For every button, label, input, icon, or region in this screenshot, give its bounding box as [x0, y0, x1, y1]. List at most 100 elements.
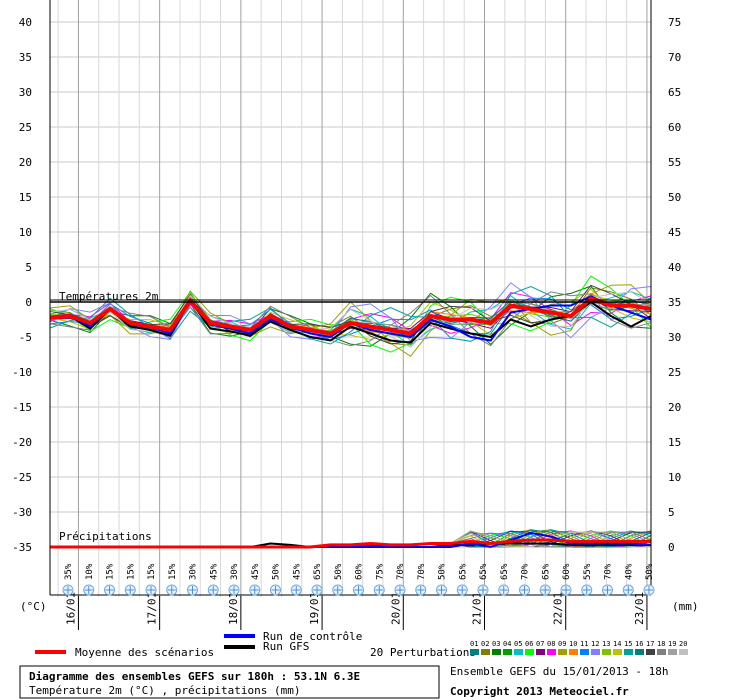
- snow-probability-label: 45%: [209, 563, 219, 580]
- y-tick-left: -25: [12, 471, 32, 484]
- snow-probability-label: 15%: [168, 563, 178, 580]
- perturbation-number: 05: [514, 640, 522, 648]
- snow-cell: 10%: [83, 563, 95, 596]
- perturbation-swatch: [481, 649, 490, 655]
- snow-cell: 15%: [166, 563, 178, 596]
- y-tick-right: 75: [668, 16, 681, 29]
- snow-probability-label: 55%: [583, 563, 593, 580]
- mean-precip-line: [50, 538, 651, 549]
- snow-cell: 70%: [415, 563, 427, 596]
- snow-probability-label: 70%: [521, 563, 531, 580]
- snow-cell: 30%: [228, 563, 240, 596]
- y-tick-right: 40: [668, 261, 681, 274]
- y-tick-right: 15: [668, 436, 681, 449]
- y-tick-right: 65: [668, 86, 681, 99]
- legend-control-label: Run de contrôle: [263, 630, 362, 643]
- temp-section-label: Températures 2m: [59, 290, 159, 303]
- date-label: 20/01: [389, 592, 402, 625]
- title-box: [19, 665, 440, 699]
- snow-cell: 65%: [539, 563, 551, 596]
- y-tick-left: 25: [19, 121, 32, 134]
- snow-probability-label: 60%: [355, 563, 365, 580]
- perturbation-swatch: [536, 649, 545, 655]
- snow-cell: 30%: [187, 563, 199, 596]
- y-tick-left: 15: [19, 191, 32, 204]
- snow-probability-label: 60%: [562, 563, 572, 580]
- date-label: 22/01: [552, 592, 565, 625]
- perturbation-swatch: [591, 649, 600, 655]
- snow-probability-label: 70%: [604, 563, 614, 580]
- perturbation-number: 07: [536, 640, 544, 648]
- y-tick-right: 70: [668, 51, 681, 64]
- perturbation-swatch: [679, 649, 688, 655]
- snow-cell: 50%: [332, 563, 344, 596]
- perturbation-number: 09: [558, 640, 566, 648]
- perturbation-number: 15: [624, 640, 632, 648]
- snow-probability-label: 70%: [417, 563, 427, 580]
- y-tick-left: -20: [12, 436, 32, 449]
- perturbation-swatch: [580, 649, 589, 655]
- y-tick-left: 10: [19, 226, 32, 239]
- snow-cell: 40%: [622, 563, 634, 596]
- y-tick-left: 0: [25, 296, 32, 309]
- snow-cell: 45%: [249, 563, 261, 596]
- perturbation-number: 02: [481, 640, 489, 648]
- perturbation-swatch: [492, 649, 501, 655]
- perturbation-number: 14: [613, 640, 621, 648]
- snow-probability-label: 50%: [334, 563, 344, 580]
- snow-cell: 50%: [270, 563, 282, 596]
- date-label: 17/01: [146, 592, 159, 625]
- perturbation-number: 16: [635, 640, 643, 648]
- date-label: 21/01: [471, 592, 484, 625]
- snow-cell: 50%: [643, 563, 655, 596]
- snow-probability-label: 70%: [396, 563, 406, 580]
- perturbation-line: [49, 285, 652, 347]
- chart-axes: [49, 0, 652, 596]
- legend-gfs-label: Run GFS: [263, 640, 309, 653]
- snow-cell: 65%: [498, 563, 510, 596]
- snow-cell: 35%: [62, 563, 74, 596]
- y-tick-left: -15: [12, 401, 32, 414]
- perturbation-number: 20: [679, 640, 687, 648]
- perturbation-color-legend: 01 02 03 04 05 06 07 08 09 10 11 12 13 14 15 16 17 18 19 20: [470, 640, 688, 655]
- main-series-lines: [49, 295, 652, 549]
- perturbation-number: 06: [525, 640, 533, 648]
- perturbation-number: 10: [569, 640, 577, 648]
- y-tick-left: 5: [25, 261, 32, 274]
- snow-probability-label: 45%: [292, 563, 302, 580]
- perturbation-number: 13: [602, 640, 610, 648]
- y-tick-right: 55: [668, 156, 681, 169]
- y-axis-unit-right: (mm): [672, 600, 699, 613]
- perturbation-swatch: [635, 649, 644, 655]
- y-tick-left: 40: [19, 16, 32, 29]
- snow-probability-label: 65%: [458, 563, 468, 580]
- perturbation-swatch: [558, 649, 567, 655]
- gfs-temp-line: [49, 298, 652, 344]
- snow-probability-row: 35% 10% 15% 15% 15% 15% 30% 45% 30% 45% 50% 45% 65% 5…: [62, 563, 655, 596]
- perturbation-number: 17: [646, 640, 654, 648]
- date-label: 23/01: [633, 592, 646, 625]
- snow-probability-label: 65%: [500, 563, 510, 580]
- snow-cell: 50%: [436, 563, 448, 596]
- snow-probability-label: 50%: [645, 563, 655, 580]
- y-tick-left: -5: [19, 331, 32, 344]
- date-label: 18/01: [227, 592, 240, 625]
- y-tick-right: 35: [668, 296, 681, 309]
- perturbation-swatch: [514, 649, 523, 655]
- snow-probability-label: 65%: [313, 563, 323, 580]
- snow-cell: 70%: [519, 563, 531, 596]
- snow-probability-label: 30%: [230, 563, 240, 580]
- snow-cell: 65%: [456, 563, 468, 596]
- perturbation-number: 19: [668, 640, 676, 648]
- perturbation-line: [49, 297, 652, 341]
- y-tick-right: 5: [668, 506, 675, 519]
- perturbation-number: 11: [580, 640, 588, 648]
- mean-temp-line: [49, 296, 652, 336]
- legend-perturb-label: 20 Perturbations: [370, 646, 476, 659]
- snow-cell: 70%: [394, 563, 406, 596]
- snow-probability-label: 15%: [106, 563, 116, 580]
- chart-subtitle: Température 2m (°C) , précipitations (mm…: [29, 684, 301, 697]
- perturbation-line: [49, 288, 652, 341]
- perturbation-swatch: [646, 649, 655, 655]
